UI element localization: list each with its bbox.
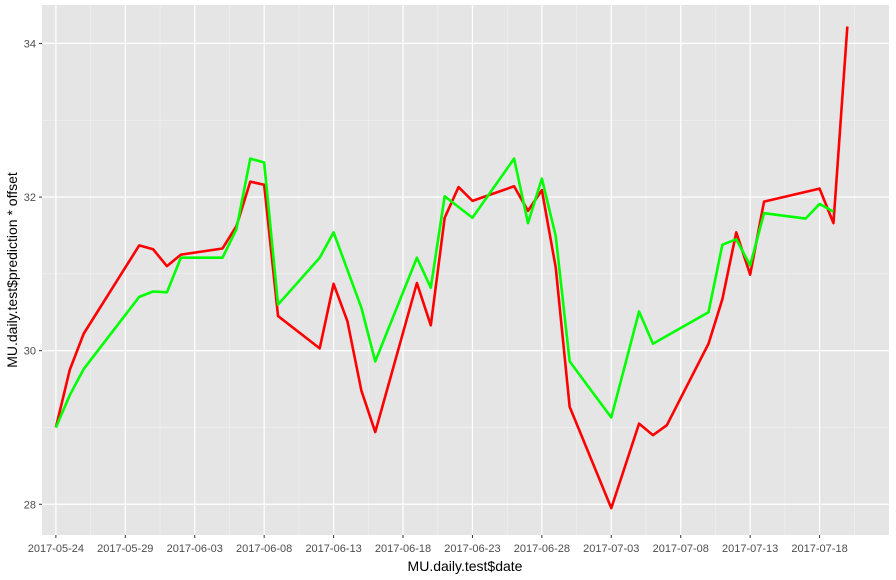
x-tick-label: 2017-05-29 (97, 543, 153, 555)
x-tick-label: 2017-07-03 (583, 543, 639, 555)
y-tick-label: 32 (24, 192, 36, 204)
x-axis: 2017-05-24 2017-05-29 2017-06-03 2017-06-08… (28, 535, 848, 555)
x-tick-label: 2017-05-24 (28, 543, 84, 555)
x-axis-title: MU.daily.test$date (408, 558, 523, 574)
x-tick-label: 2017-06-23 (444, 543, 500, 555)
minor-gridlines (42, 5, 889, 535)
major-gridlines (42, 5, 889, 535)
x-tick-label: 2017-06-08 (236, 543, 292, 555)
y-tick-label: 30 (24, 346, 36, 358)
series-line-1 (54, 26, 849, 510)
x-tick-label: 2017-06-13 (305, 543, 361, 555)
y-tick-label: 28 (24, 499, 36, 511)
x-tick-label: 2017-06-18 (375, 543, 431, 555)
x-tick-label: 2017-07-13 (722, 543, 778, 555)
x-tick-label: 2017-06-03 (167, 543, 223, 555)
plot-panel (42, 5, 889, 535)
x-tick-label: 2017-07-18 (791, 543, 847, 555)
y-axis: 28 30 32 34 (24, 38, 42, 511)
series-line-2 (54, 157, 835, 428)
y-axis-title: MU.daily.test$prediction * offset (4, 172, 20, 368)
series-layer (54, 26, 849, 510)
x-tick-label: 2017-07-08 (653, 543, 709, 555)
x-tick-label: 2017-06-28 (514, 543, 570, 555)
y-tick-label: 34 (24, 38, 36, 50)
